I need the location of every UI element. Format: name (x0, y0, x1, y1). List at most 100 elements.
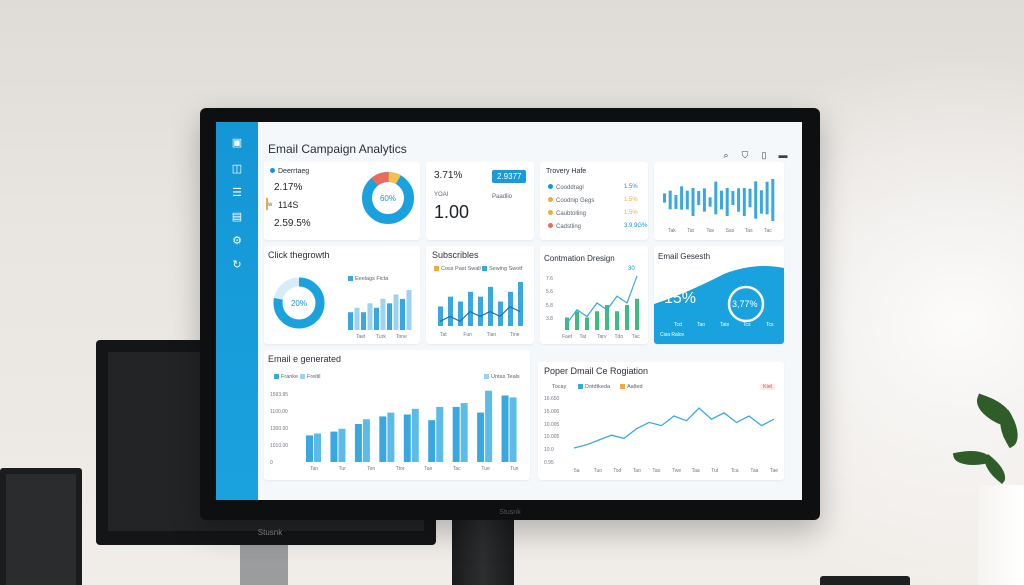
legend-swatch (484, 374, 489, 380)
conversion-chart (565, 275, 639, 330)
emails-generated-bar-b (387, 412, 395, 462)
monitor-brand: Stusnk (499, 509, 521, 516)
legend-swatch (434, 266, 439, 272)
email-growth-card[interactable]: Email Gesesth 15% 3,77% Cisa Ralov Tcd Ta… (654, 246, 784, 344)
emails-generated-bar-a (330, 431, 338, 462)
x-tick-label: Tat (687, 228, 694, 234)
emails-generated-legend-a: Franke (274, 374, 298, 380)
click-growth-bar (361, 312, 366, 330)
subscribes-bar (448, 296, 453, 326)
rate-card[interactable]: 3.71% 2.9377 YOAI 1.00 Paadlio (426, 162, 534, 240)
registration-pill[interactable]: Kiel (760, 384, 776, 390)
y-tick-label: 16.650 (544, 396, 560, 402)
inbox-icon[interactable]: ◫ (231, 163, 243, 175)
x-tick-label: Tod (613, 468, 622, 474)
x-tick-label: Tac (452, 466, 461, 472)
mini-bar-card[interactable]: Tak Tat Tav Sas Tas Tac (654, 162, 784, 240)
delivery-card[interactable]: Deerrtaeg 2.17% w 114S 2.59.5% 60% (264, 162, 420, 240)
mini-bar (731, 191, 735, 205)
rate-caption: Paadlio (492, 194, 513, 200)
trend-dot (548, 197, 553, 202)
top-toolbar: ⌕ ⛉ ▯ ▬ (721, 150, 788, 161)
x-tick-label: Tao (697, 322, 706, 328)
mini-bar (742, 188, 746, 216)
x-tick-label: Tur (338, 466, 346, 472)
subscribes-bar (518, 282, 523, 326)
x-tick-label: Tat (579, 334, 587, 340)
trend-row-value: 1.5% (624, 184, 638, 190)
settings-icon[interactable]: ⚙ (232, 235, 242, 247)
click-growth-bar (400, 298, 405, 330)
emails-generated-bar-b (314, 433, 321, 462)
emails-generated-card[interactable]: Email e generated Franke Freitil Untas T… (264, 350, 530, 480)
list-icon[interactable]: ☰ (232, 187, 242, 199)
y-tick-label: 7.6 (546, 276, 553, 282)
subscribes-card[interactable]: Subscribles Coss Past Swall Sewing Swotf… (426, 246, 534, 344)
trend-row-label: Cadstling (556, 224, 582, 230)
document-icon[interactable]: ▯ (761, 150, 767, 160)
x-tick-label: Faet (562, 334, 573, 340)
trend-card[interactable]: Trovery Hafe Cooddragl 1.5% Coodnip Gegs 1.… (540, 162, 648, 240)
x-tick-label: Fun (463, 332, 472, 338)
logo-icon[interactable]: ▣ (231, 137, 243, 149)
x-tick-label: Tac (764, 228, 772, 234)
conversion-card[interactable]: Contmation Dresign 30 7.6 5.6 5.8 3.8 Faet T… (540, 246, 648, 344)
email-growth-area (654, 266, 784, 344)
minimize-icon[interactable]: ▬ (778, 150, 788, 160)
subscribes-chart (438, 282, 523, 326)
emails-generated-bar-b (362, 419, 370, 462)
subscribes-bar (458, 301, 463, 326)
y-tick-label: 1010.00 (270, 443, 289, 449)
legend-c-text: Untas Teals (491, 374, 520, 380)
delivery-donut: 60% (362, 172, 414, 224)
conversion-bar (565, 317, 569, 330)
trend-row-value: 3.9 9G% (624, 223, 648, 229)
subscribes-legend-a: Coss Past Swall (434, 266, 481, 272)
monitor-stand (452, 516, 514, 585)
trend-row[interactable]: Cadstling (548, 223, 581, 230)
delivery-donut-label: 60% (380, 194, 396, 203)
image-icon[interactable]: ▤ (231, 211, 243, 223)
conversion-bar (605, 305, 609, 330)
rate-badge: 2.9377 (492, 170, 527, 183)
search-icon[interactable]: ⌕ (723, 150, 729, 160)
click-growth-legend: Eeelags Ficta (348, 276, 388, 282)
mini-bar (754, 181, 758, 219)
x-tick-label: 5a (574, 468, 580, 474)
x-tick-label: Ttor (395, 466, 405, 472)
left-laptop (0, 468, 82, 585)
donut-segment-red (362, 172, 414, 224)
x-tick-label: Tcs (743, 322, 751, 328)
emails-generated-bar-b (509, 397, 517, 462)
legend-swatch (348, 276, 353, 282)
trend-row-value: 1.5% (624, 197, 638, 203)
x-tick-label: Tine (510, 332, 520, 338)
email-registration-title: Poper Dmail Ce Rogiation (544, 366, 649, 376)
mini-bar (668, 190, 672, 210)
trend-row[interactable]: Cooddragl (548, 184, 584, 191)
click-growth-bars (348, 290, 412, 330)
trend-row[interactable]: Caubtolling (548, 210, 586, 217)
x-tick-label: Tats (720, 322, 730, 328)
lock-icon[interactable]: ⛉ (741, 150, 749, 160)
x-tick-label: Tae (424, 466, 433, 472)
trend-row-label: Coodnip Gegs (556, 198, 595, 204)
mini-bar (725, 188, 729, 216)
legend-swatch (274, 374, 279, 380)
click-growth-bar (406, 290, 412, 330)
y-tick-label: 3.8 (546, 316, 553, 322)
click-growth-card[interactable]: Click thegrowth 20% Eeelags Ficta Taet Tu… (264, 246, 420, 344)
y-tick-label: 10.005 (544, 421, 560, 428)
conversion-bar (615, 311, 619, 330)
trend-row[interactable]: Coodnip Gegs (548, 197, 594, 204)
plant (934, 390, 1024, 585)
conversion-line (566, 275, 638, 324)
y-tick-label: 15.000 (544, 408, 560, 415)
mini-bar (765, 181, 769, 215)
emails-generated-bar-a (501, 395, 509, 462)
email-registration-card[interactable]: Poper Dmail Ce Rogiation Tocay Dotdtkeda… (538, 362, 784, 480)
x-tick-label: Turk (376, 334, 386, 340)
share-icon[interactable]: ↻ (232, 259, 242, 271)
mini-bar (685, 190, 689, 210)
click-growth-legend-text: Eeelags Ficta (355, 276, 389, 282)
